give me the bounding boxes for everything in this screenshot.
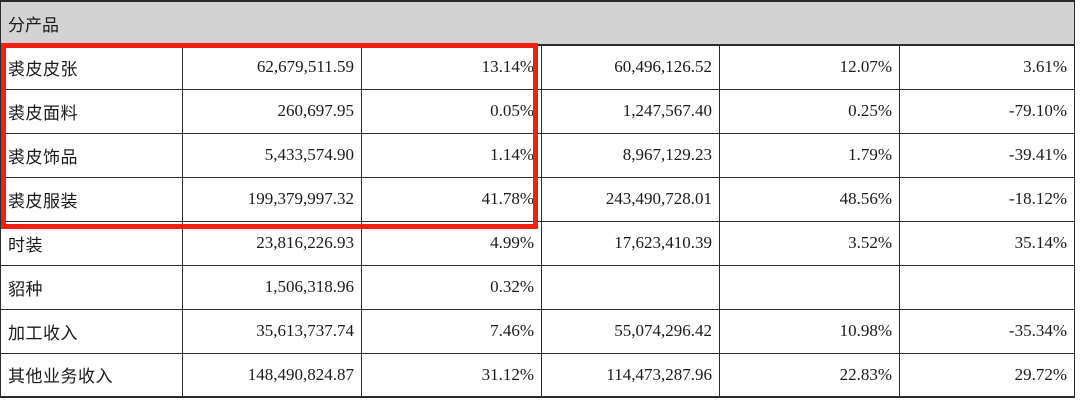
row-change-cell: 35.14%	[899, 220, 1075, 266]
row-amount-cell: 35,613,737.74	[182, 308, 362, 354]
row-prev-ratio-cell: 1.79%	[719, 132, 900, 178]
row-prev-ratio-cell: 22.83%	[719, 352, 900, 398]
table-row: 裘皮饰品 5,433,574.90 1.14% 8,967,129.23 1.79% -3…	[0, 132, 1075, 178]
row-change-cell: 29.72%	[899, 352, 1075, 398]
row-prev-amount-cell: 8,967,129.23	[541, 132, 720, 178]
row-change-cell: 3.61%	[899, 44, 1075, 90]
row-label-cell: 裘皮皮张	[0, 44, 183, 90]
row-ratio-cell: 7.46%	[361, 308, 542, 354]
row-label-cell: 貂种	[0, 264, 183, 310]
row-amount-cell: 5,433,574.90	[182, 132, 362, 178]
table-row: 其他业务收入 148,490,824.87 31.12% 114,473,287.96…	[0, 352, 1075, 398]
row-amount-cell: 1,506,318.96	[182, 264, 362, 310]
row-label-cell: 裘皮服装	[0, 176, 183, 222]
table-row: 加工收入 35,613,737.74 7.46% 55,074,296.42 10.98…	[0, 308, 1075, 354]
row-label-cell: 时装	[0, 220, 183, 266]
row-prev-amount-cell: 114,473,287.96	[541, 352, 720, 398]
row-prev-ratio-cell: 10.98%	[719, 308, 900, 354]
row-label-cell: 裘皮饰品	[0, 132, 183, 178]
row-label-cell: 其他业务收入	[0, 352, 183, 398]
row-prev-amount-cell: 1,247,567.40	[541, 88, 720, 134]
row-label-cell: 加工收入	[0, 308, 183, 354]
row-prev-ratio-cell	[719, 264, 900, 310]
row-ratio-cell: 0.32%	[361, 264, 542, 310]
table-row: 裘皮皮张 62,679,511.59 13.14% 60,496,126.52 12.0…	[0, 44, 1075, 90]
table-body: 分产品 裘皮皮张 62,679,511.59 13.14% 60,496,126.52…	[0, 0, 1075, 398]
row-amount-cell: 62,679,511.59	[182, 44, 362, 90]
row-change-cell: -35.34%	[899, 308, 1075, 354]
row-prev-ratio-cell: 48.56%	[719, 176, 900, 222]
row-change-cell: -18.12%	[899, 176, 1075, 222]
row-amount-cell: 199,379,997.32	[182, 176, 362, 222]
row-ratio-cell: 1.14%	[361, 132, 542, 178]
table-row: 裘皮面料 260,697.95 0.05% 1,247,567.40 0.25% -79.…	[0, 88, 1075, 134]
table-row: 貂种 1,506,318.96 0.32%	[0, 264, 1075, 310]
row-change-cell: -79.10%	[899, 88, 1075, 134]
row-change-cell: -39.41%	[899, 132, 1075, 178]
row-amount-cell: 23,816,226.93	[182, 220, 362, 266]
row-prev-amount-cell: 55,074,296.42	[541, 308, 720, 354]
row-ratio-cell: 0.05%	[361, 88, 542, 134]
row-prev-amount-cell: 243,490,728.01	[541, 176, 720, 222]
row-ratio-cell: 4.99%	[361, 220, 542, 266]
row-ratio-cell: 41.78%	[361, 176, 542, 222]
table-row: 裘皮服装 199,379,997.32 41.78% 243,490,728.01 48…	[0, 176, 1075, 222]
row-prev-amount-cell: 17,623,410.39	[541, 220, 720, 266]
row-prev-amount-cell: 60,496,126.52	[541, 44, 720, 90]
row-ratio-cell: 13.14%	[361, 44, 542, 90]
table-row: 时装 23,816,226.93 4.99% 17,623,410.39 3.52% 35…	[0, 220, 1075, 266]
row-ratio-cell: 31.12%	[361, 352, 542, 398]
row-prev-ratio-cell: 0.25%	[719, 88, 900, 134]
row-change-cell	[899, 264, 1075, 310]
row-amount-cell: 148,490,824.87	[182, 352, 362, 398]
group-header-cell: 分产品	[0, 0, 1075, 46]
financial-breakdown-table: 分产品 裘皮皮张 62,679,511.59 13.14% 60,496,126.52…	[0, 0, 1075, 398]
row-prev-ratio-cell: 12.07%	[719, 44, 900, 90]
row-label-cell: 裘皮面料	[0, 88, 183, 134]
row-prev-amount-cell	[541, 264, 720, 310]
row-amount-cell: 260,697.95	[182, 88, 362, 134]
row-prev-ratio-cell: 3.52%	[719, 220, 900, 266]
table-group-header-row: 分产品	[0, 0, 1075, 46]
